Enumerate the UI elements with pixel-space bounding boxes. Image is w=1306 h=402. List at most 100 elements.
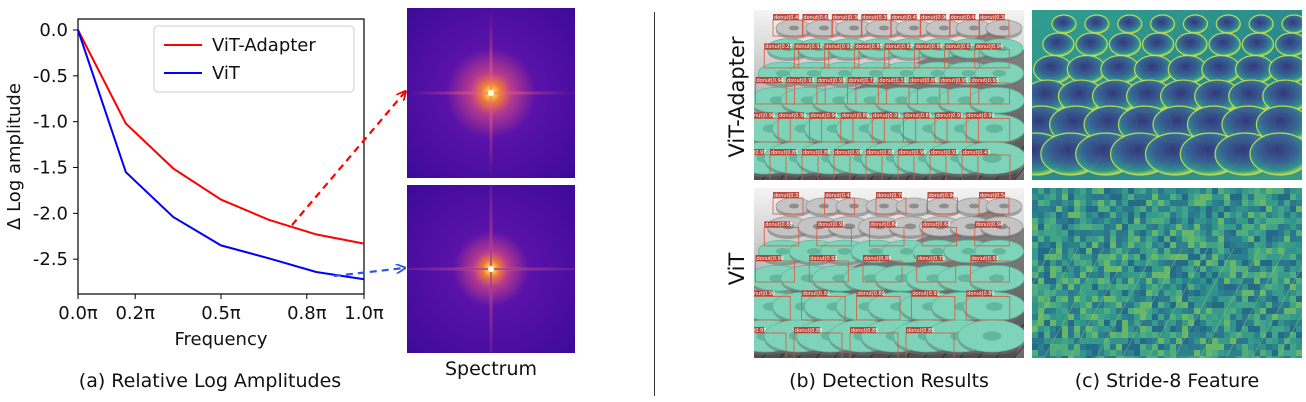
detection-label: donut|0.88 xyxy=(765,222,792,228)
pointer-arrows xyxy=(291,0,420,278)
detection-label: donut|0.89 xyxy=(842,113,869,119)
caption-spectrum: Spectrum xyxy=(444,358,538,380)
detection-label: donut|0.88 xyxy=(867,150,894,156)
row-label-vit-adapter: ViT-Adapter xyxy=(725,36,749,158)
series-line-vit-adapter xyxy=(77,29,365,245)
detection-label: donut|0.38 xyxy=(980,15,1007,21)
detection-label: donut|0.89 xyxy=(967,291,994,297)
detection-label: donut|0.64 xyxy=(923,222,950,228)
detection-label: donut|0.67 xyxy=(946,44,973,50)
detection-label: donut|0.90 xyxy=(921,15,948,21)
detection-label: donut|0.86 xyxy=(803,150,830,156)
detection-label: donut|0.93 xyxy=(873,113,900,119)
caption-c: (c) Stride-8 Feature xyxy=(1074,370,1260,392)
y-tick-label: -1.0 xyxy=(33,112,68,133)
detection-label: donut|0.97 xyxy=(936,113,963,119)
detection-box xyxy=(910,295,956,321)
detection-label: donut|0.86 xyxy=(910,78,937,84)
detection-label: donut|0.97 xyxy=(754,328,766,334)
detection-label: donut|0.85 xyxy=(771,150,798,156)
detection-label: donut|0.97 xyxy=(754,150,766,156)
detection-label: donut|0.99 xyxy=(967,113,994,119)
detection-label: donut|0.94 xyxy=(929,193,956,199)
y-tick-label: -1.5 xyxy=(33,158,68,179)
detection-label: donut|0.89 xyxy=(858,291,885,297)
detection-label: donut|0.93 xyxy=(818,78,845,84)
y-tick-label: -2.0 xyxy=(33,203,68,224)
row-label-vit: ViT xyxy=(725,252,749,286)
y-tick-label: -0.5 xyxy=(33,66,68,87)
detection-label: donut|0.89 xyxy=(864,256,891,262)
detection-vit-adapter: donut|0.48 donut|0.69 donut|0.36 donut|0.39… xyxy=(754,10,1024,180)
detection-label: donut|0.91 xyxy=(972,256,999,262)
caption-a: (a) Relative Log Amplitudes xyxy=(78,370,342,392)
feature-map-vit xyxy=(1032,188,1302,358)
detection-label: donut|0.85 xyxy=(851,328,878,334)
detection-label: donut|0.85 xyxy=(907,328,934,334)
detection-box xyxy=(916,260,957,283)
detection-label: donut|0.47 xyxy=(892,15,919,21)
log-amplitude-chart: 0.0 -0.5 -1.0 -1.5 -2.0 -2.5 0.0π 0.2π 0.5π 0.8π 1… xyxy=(4,18,384,350)
spectrum-vit xyxy=(407,185,575,353)
y-tick-label: 0.0 xyxy=(39,20,68,41)
detection-box xyxy=(862,260,903,283)
detection-label: donut|0.91 xyxy=(912,291,939,297)
detection-label: donut|0.79 xyxy=(918,256,945,262)
panel-divider xyxy=(654,12,655,396)
x-tick-label: 0.5π xyxy=(201,303,241,324)
detection-label: donut|0.93 xyxy=(931,150,958,156)
detection-label: donut|0.86 xyxy=(916,44,943,50)
detection-box xyxy=(965,295,1011,321)
x-tick-label: 0.2π xyxy=(115,303,155,324)
y-tick-label: -2.5 xyxy=(33,249,68,270)
series-line-vit xyxy=(77,29,365,281)
detection-label: donut|0.84 xyxy=(871,222,898,228)
detection-box xyxy=(755,260,795,283)
detection-label: donut|0.89 xyxy=(886,44,913,50)
detection-label: donut|0.37 xyxy=(774,193,801,199)
y-axis-label: Δ Log amplitude xyxy=(4,83,25,230)
x-tick-label: 0.0π xyxy=(58,303,98,324)
arrow-vit xyxy=(333,268,404,278)
legend xyxy=(153,25,355,93)
detection-label: donut|0.31 xyxy=(879,78,906,84)
x-tick-label: 0.8π xyxy=(287,303,327,324)
detection-vit: donut|0.37 donut|0.43 donut|0.78 donut|0.94… xyxy=(754,188,1024,358)
detection-label: donut|0.85 xyxy=(905,113,932,119)
detection-box xyxy=(808,260,849,283)
detection-label: donut|0.98 xyxy=(779,113,806,119)
spectrum-vit-adapter xyxy=(407,8,575,178)
detection-box xyxy=(754,295,791,321)
detection-label: donut|0.92 xyxy=(810,256,837,262)
detection-label: donut|0.94 xyxy=(976,222,1003,228)
detection-label: donut|0.43 xyxy=(826,193,853,199)
detection-label: donut|0.90 xyxy=(757,256,784,262)
detection-label: donut|0.91 xyxy=(825,44,852,50)
x-tick-label: 1.0π xyxy=(344,303,384,324)
arrow-vit-adapter xyxy=(291,92,405,226)
detection-label: donut|0.43 xyxy=(963,150,990,156)
detection-label: donut|0.48 xyxy=(774,15,801,21)
detection-label: donut|0.39 xyxy=(862,15,889,21)
detection-label: donut|0.93 xyxy=(787,78,814,84)
detection-label: donut|0.69 xyxy=(803,15,830,21)
detection-label: donut|0.95 xyxy=(941,78,968,84)
detection-label: donut|0.91 xyxy=(818,222,845,228)
detection-label: donut|0.94 xyxy=(757,78,784,84)
caption-b: (b) Detection Results xyxy=(789,370,989,392)
detection-label: donut|0.99 xyxy=(835,150,862,156)
feature-map-vit-adapter xyxy=(1032,10,1302,180)
x-axis-label: Frequency xyxy=(175,329,268,350)
detection-label: donut|0.90 xyxy=(754,291,775,297)
detection-box xyxy=(856,295,901,321)
detection-label: donut|0.40 xyxy=(951,15,978,21)
detection-label: donut|0.94 xyxy=(976,44,1003,50)
detection-label: donut|0.96 xyxy=(899,150,926,156)
detection-label: donut|0.90 xyxy=(754,113,775,119)
detection-label: donut|0.25 xyxy=(765,44,792,50)
legend-label: ViT xyxy=(212,63,241,84)
detection-label: donut|0.92 xyxy=(795,44,822,50)
detection-box xyxy=(970,260,1010,283)
detection-label: donut|0.78 xyxy=(877,193,904,199)
